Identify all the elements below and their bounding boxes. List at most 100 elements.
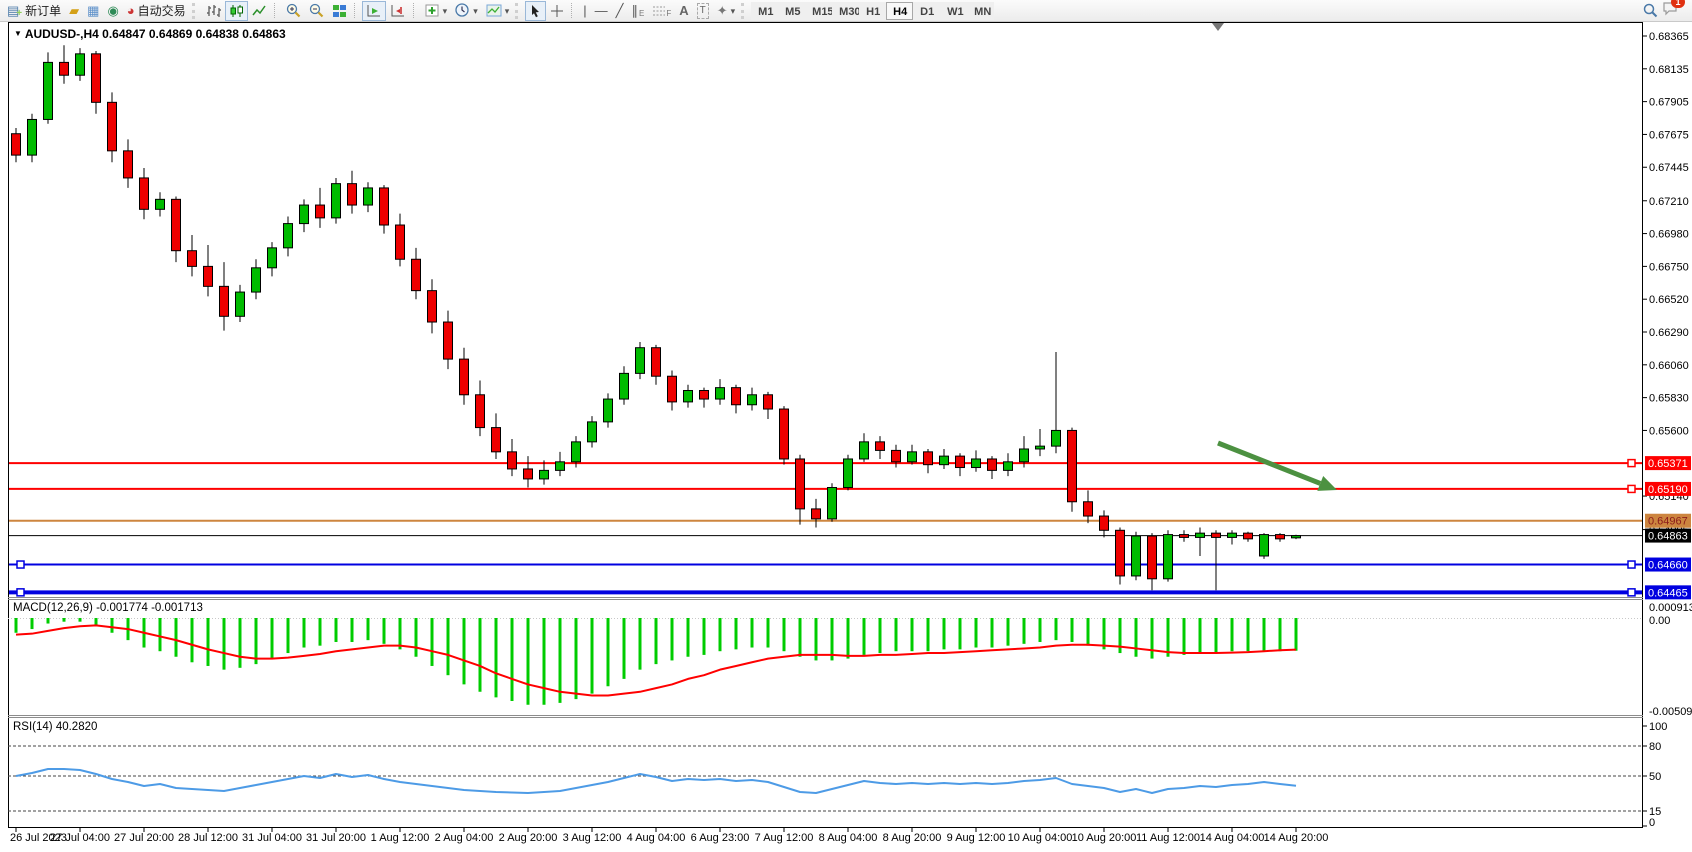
svg-text:0.67210: 0.67210 (1649, 196, 1689, 208)
svg-text:0.68365: 0.68365 (1649, 31, 1689, 43)
search-button[interactable] (1639, 1, 1662, 21)
text-label-icon: T (696, 2, 709, 19)
notification-count-badge: 1 (1671, 0, 1685, 8)
fibonacci-tool-button[interactable]: F (648, 1, 675, 21)
svg-text:14 Aug 04:00: 14 Aug 04:00 (1200, 832, 1265, 844)
svg-text:100: 100 (1649, 721, 1667, 733)
chart-title: ▼ AUDUSD-,H4 0.64847 0.64869 0.64838 0.6… (14, 27, 286, 41)
tile-windows-icon (332, 4, 346, 17)
timeframe-m5-button[interactable]: M5 (778, 1, 806, 20)
tile-windows-button[interactable] (328, 1, 351, 21)
svg-text:8 Aug 20:00: 8 Aug 20:00 (883, 832, 942, 844)
toolbar-separator (273, 3, 279, 18)
auto-trading-icon: ◕ (126, 2, 135, 18)
text-icon: A (679, 2, 689, 18)
toolbar-grip (741, 2, 749, 19)
template-icon (486, 4, 502, 16)
text-label-tool-button[interactable]: T (693, 1, 713, 21)
price-axis[interactable]: 0.68365 0.68135 0.67905 0.67675 0.67445 0.672… (1643, 31, 1691, 600)
svg-text:4 Aug 04:00: 4 Aug 04:00 (627, 832, 686, 844)
bar-chart-button[interactable] (202, 1, 225, 21)
svg-text:11 Aug 12:00: 11 Aug 12:00 (1136, 832, 1200, 844)
timeframe-h4-button[interactable]: H4 (886, 1, 914, 20)
svg-text:2 Aug 20:00: 2 Aug 20:00 (499, 832, 558, 844)
timeframe-m1-button[interactable]: M1 (751, 1, 779, 20)
timeframe-mn-button[interactable]: MN (967, 1, 995, 20)
chart-shift-button[interactable] (386, 1, 410, 21)
svg-text:8 Aug 04:00: 8 Aug 04:00 (819, 832, 878, 844)
auto-trading-button[interactable]: ◕ 自动交易 (123, 1, 190, 21)
periods-button[interactable]: ▾ (451, 1, 482, 21)
horizontal-line-tool-button[interactable]: — (591, 1, 612, 21)
chart-ohlc-values: 0.64847 0.64869 0.64838 0.64863 (102, 27, 286, 41)
svg-text:0.000913: 0.000913 (1649, 602, 1692, 614)
signals-button[interactable]: ◉ (103, 1, 122, 21)
timeframe-w1-button[interactable]: W1 (940, 1, 968, 20)
timeframe-d1-button[interactable]: D1 (913, 1, 941, 20)
new-order-plus-icon: + (16, 7, 23, 19)
trendline-tool-button[interactable]: ╱ (612, 1, 628, 21)
text-tool-button[interactable]: A (675, 1, 692, 21)
svg-text:0: 0 (1649, 817, 1655, 829)
new-order-icon: ▤ (7, 2, 20, 18)
svg-text:0.68135: 0.68135 (1649, 64, 1689, 76)
chart-symbol-period: AUDUSD-,H4 (24, 27, 99, 41)
new-order-button[interactable]: ▤ + 新订单 (3, 1, 65, 21)
monitor-icon: ▦ (87, 2, 100, 18)
timeframe-m30-button[interactable]: M30 (832, 1, 861, 20)
cursor-icon (532, 4, 540, 17)
timeframe-h1-button[interactable]: H1 (859, 1, 887, 20)
svg-text:0.66750: 0.66750 (1649, 261, 1689, 273)
svg-text:80: 80 (1649, 741, 1661, 753)
candlestick-chart-button[interactable] (224, 0, 248, 21)
svg-text:31 Jul 04:00: 31 Jul 04:00 (242, 832, 302, 844)
zoom-out-button[interactable] (305, 1, 328, 21)
zoom-in-button[interactable] (282, 1, 305, 21)
chart-title-collapse-icon[interactable]: ▼ (14, 29, 22, 38)
svg-text:7 Aug 12:00: 7 Aug 12:00 (755, 832, 814, 844)
indicators-button[interactable]: ▾ (421, 1, 452, 21)
svg-text:0.65371: 0.65371 (1648, 458, 1688, 470)
bar-chart-icon (206, 4, 221, 17)
svg-text:26 Jul 2023: 26 Jul 2023 (10, 832, 67, 844)
indicators-icon (425, 4, 439, 16)
horizontal-line-icon: — (594, 2, 608, 18)
clock-icon (455, 3, 469, 17)
svg-text:0.00: 0.00 (1649, 615, 1670, 627)
svg-text:1 Aug 12:00: 1 Aug 12:00 (371, 832, 430, 844)
vertical-line-tool-button[interactable]: | (579, 1, 590, 21)
arrows-tool-button[interactable]: ✦ ▾ (713, 1, 739, 21)
macd-indicator-label: MACD(12,26,9) -0.001774 -0.001713 (13, 602, 203, 614)
line-chart-button[interactable] (248, 1, 271, 21)
svg-text:10 Aug 20:00: 10 Aug 20:00 (1072, 832, 1137, 844)
svg-text:0.66980: 0.66980 (1649, 229, 1689, 241)
svg-text:14 Aug 20:00: 14 Aug 20:00 (1264, 832, 1329, 844)
templates-button[interactable]: ▾ (482, 1, 514, 21)
svg-text:0.64660: 0.64660 (1648, 560, 1688, 572)
fibonacci-icon (653, 6, 666, 15)
svg-text:0.66060: 0.66060 (1649, 360, 1689, 372)
crosshair-icon (551, 4, 564, 17)
crosshair-tool-button[interactable] (546, 1, 568, 21)
auto-scroll-button[interactable] (361, 0, 386, 21)
toolbar-separator (412, 3, 418, 18)
auto-scroll-icon (367, 4, 380, 16)
channel-tool-button[interactable]: ∥ E (627, 1, 648, 21)
dropdown-arrow-icon: ▾ (473, 5, 478, 16)
price-lines[interactable] (9, 458, 1642, 597)
chart-frame (8, 22, 1643, 828)
dropdown-arrow-icon: ▾ (730, 5, 736, 16)
timeframe-m15-button[interactable]: M15 (805, 1, 834, 20)
cursor-tool-button[interactable] (525, 0, 547, 21)
chart-shift-icon (391, 4, 404, 16)
terminal-button[interactable]: ▦ (83, 1, 103, 21)
svg-text:10 Aug 04:00: 10 Aug 04:00 (1008, 832, 1073, 844)
channel-e-label: E (638, 9, 645, 18)
notifications-button[interactable]: 1 (1662, 0, 1685, 21)
annotations[interactable] (1212, 23, 1337, 491)
market-watch-button[interactable]: ▰ (65, 1, 83, 21)
